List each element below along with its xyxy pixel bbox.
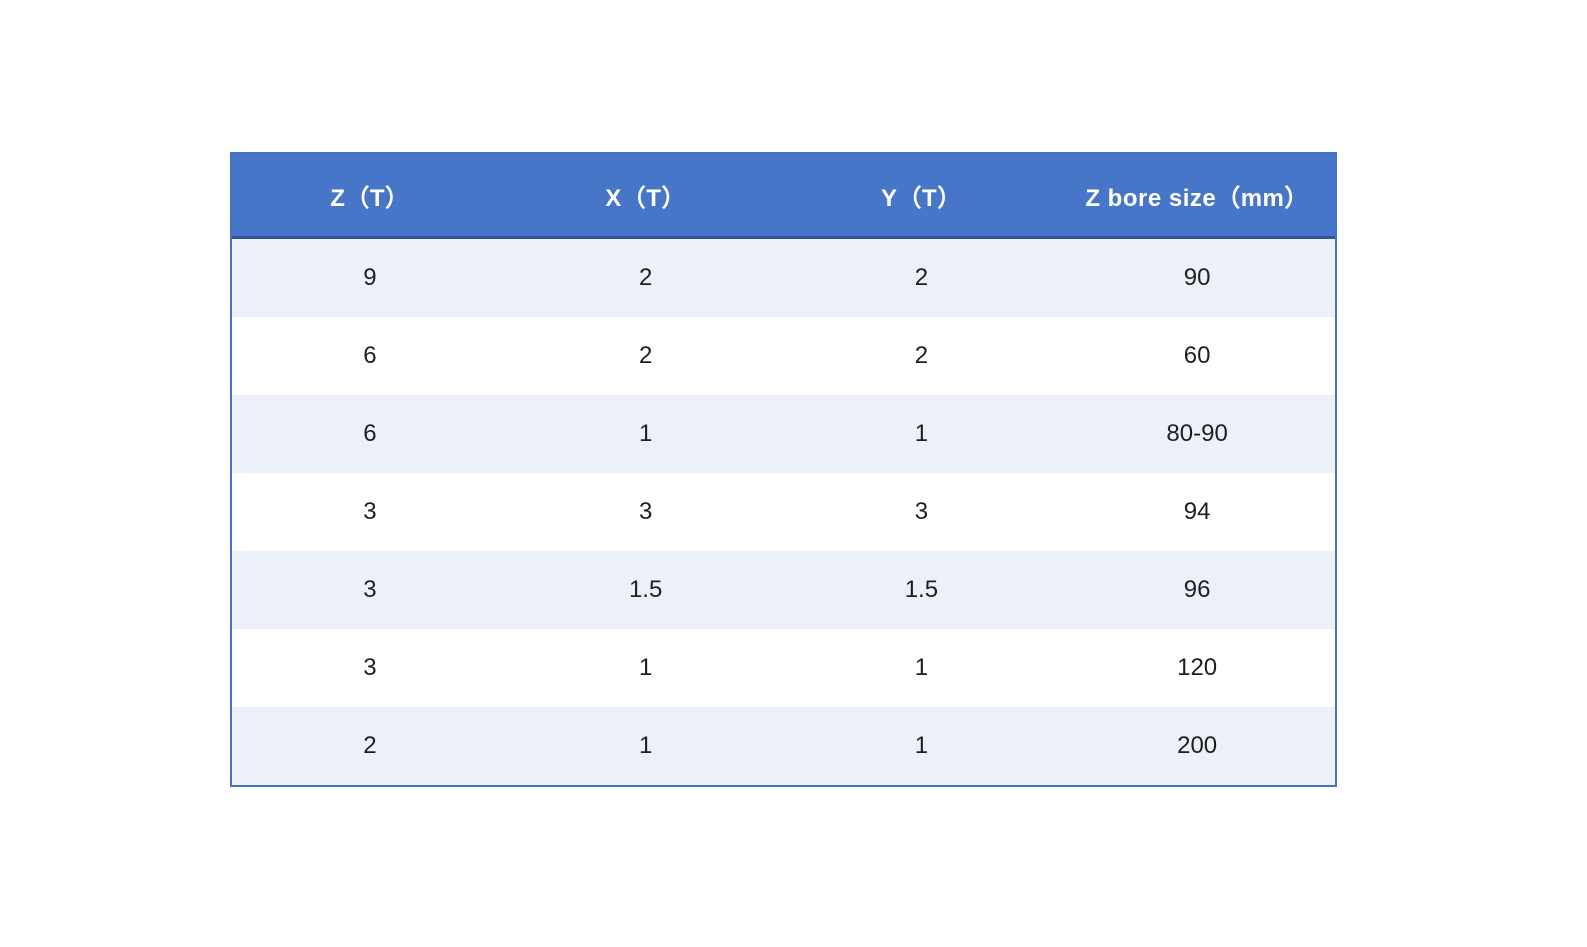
table-cell: 9 (232, 239, 508, 317)
table-row: 6 2 2 60 (232, 317, 1335, 395)
table-cell: 90 (1059, 239, 1335, 317)
table-cell: 94 (1059, 473, 1335, 551)
column-header: Y（T） (783, 154, 1060, 239)
spec-table-container: Z（T） X（T） Y（T） Z bore size（mm） 9 2 2 90 6 2 2 60 6 1… (230, 152, 1337, 787)
table-cell: 96 (1059, 551, 1335, 629)
spec-table-body: 9 2 2 90 6 2 2 60 6 1 1 80-90 3 3 3 94 3 1.5 1.5 96 3 1 1 120 2 1… (232, 239, 1335, 785)
table-cell: 1.5 (507, 551, 784, 629)
column-header: Z bore size（mm） (1059, 154, 1335, 239)
table-cell: 2 (232, 707, 508, 785)
table-cell: 3 (232, 473, 508, 551)
table-cell: 3 (232, 629, 508, 707)
table-cell: 1 (783, 629, 1060, 707)
table-cell: 3 (507, 473, 784, 551)
table-cell: 1 (507, 707, 784, 785)
spec-table-header: Z（T） X（T） Y（T） Z bore size（mm） (232, 154, 1335, 239)
table-cell: 2 (783, 239, 1060, 317)
table-cell: 80-90 (1059, 395, 1335, 473)
table-cell: 3 (783, 473, 1060, 551)
table-cell: 2 (507, 239, 784, 317)
table-cell: 60 (1059, 317, 1335, 395)
table-cell: 6 (232, 317, 508, 395)
column-header: Z（T） (232, 154, 508, 239)
table-cell: 6 (232, 395, 508, 473)
table-cell: 200 (1059, 707, 1335, 785)
table-row: 3 3 3 94 (232, 473, 1335, 551)
table-cell: 1 (783, 707, 1060, 785)
header-row: Z（T） X（T） Y（T） Z bore size（mm） (232, 154, 1335, 239)
table-row: 2 1 1 200 (232, 707, 1335, 785)
table-row: 6 1 1 80-90 (232, 395, 1335, 473)
table-cell: 120 (1059, 629, 1335, 707)
table-cell: 1 (507, 629, 784, 707)
table-cell: 2 (783, 317, 1060, 395)
table-cell: 2 (507, 317, 784, 395)
table-cell: 3 (232, 551, 508, 629)
table-row: 3 1.5 1.5 96 (232, 551, 1335, 629)
column-header: X（T） (507, 154, 784, 239)
table-row: 9 2 2 90 (232, 239, 1335, 317)
spec-table: Z（T） X（T） Y（T） Z bore size（mm） 9 2 2 90 6 2 2 60 6 1… (230, 152, 1337, 787)
table-row: 3 1 1 120 (232, 629, 1335, 707)
table-cell: 1.5 (783, 551, 1060, 629)
table-cell: 1 (507, 395, 784, 473)
table-cell: 1 (783, 395, 1060, 473)
